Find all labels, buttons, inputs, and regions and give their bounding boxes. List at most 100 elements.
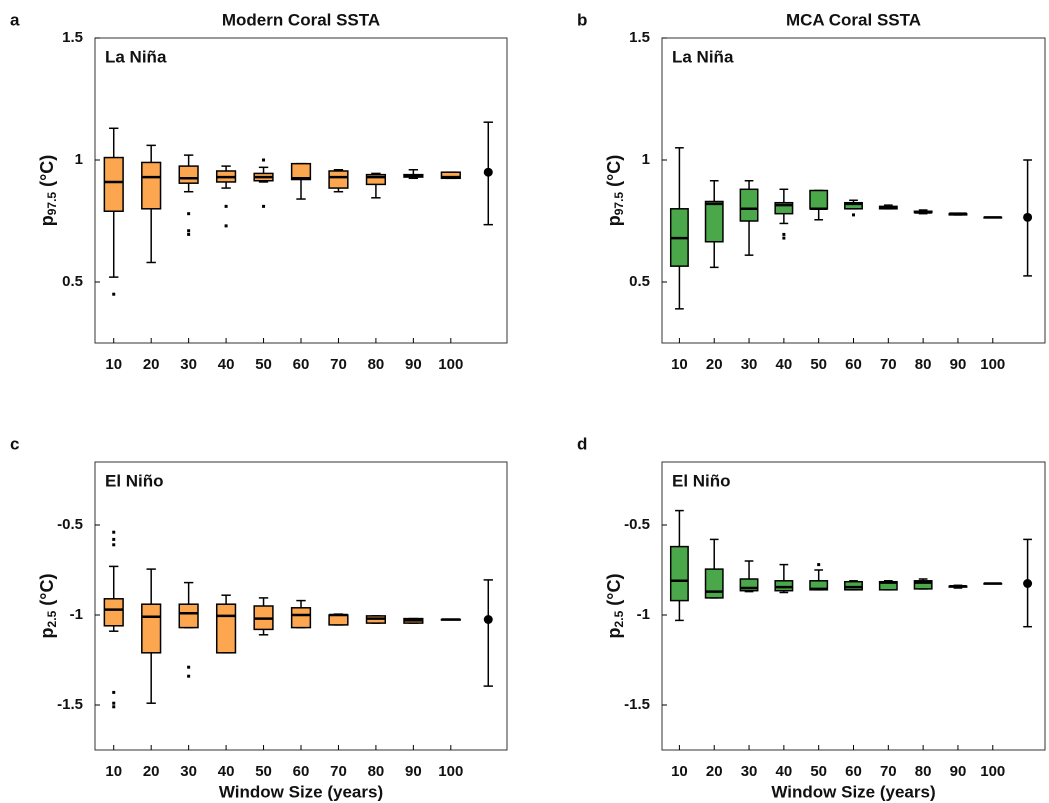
x-tick-label: 40 [776,356,793,373]
y-tick-label: 1.5 [62,29,83,46]
outlier [187,212,191,216]
x-tick-label: 80 [915,356,932,373]
panel-letter: c [10,434,19,453]
y-label-main: p [37,627,57,638]
y-tick-label: -1 [637,606,650,623]
x-tick-label: 80 [368,356,385,373]
y-label-unit: (°C) [604,574,624,611]
x-tick-label: 60 [845,356,862,373]
x-tick-label: 100 [980,356,1005,373]
box [739,188,759,222]
reference-point [1023,212,1033,222]
x-tick-label: 70 [330,763,347,780]
x-tick-label: 30 [741,356,758,373]
outlier [782,236,786,240]
x-tick-label: 10 [105,356,122,373]
x-tick-label: 40 [776,763,793,780]
x-tick-label: 90 [405,763,422,780]
y-label-sub: 97.5 [45,192,59,216]
x-tick-label: 50 [255,356,272,373]
x-tick-label: 70 [880,763,897,780]
y-label-sub: 97.5 [612,192,626,216]
panel-letter: d [577,434,587,453]
x-tick-label: 20 [143,763,160,780]
x-tick-label: 20 [706,763,723,780]
box [141,603,162,654]
box [290,607,312,629]
box [844,580,863,591]
x-tick-label: 40 [218,356,235,373]
y-label-sub: 2.5 [612,610,626,627]
outlier [224,224,228,228]
x-tick-label: 70 [330,356,347,373]
chart-title: Modern Coral SSTA [222,10,380,29]
y-label-main: p [604,627,624,638]
box [365,173,387,186]
annotation: El Niño [105,471,164,490]
reference-point [483,167,493,177]
box [328,170,349,189]
y-axis-label: p97.5 (°C) [37,155,59,227]
y-axis-label: p2.5 (°C) [37,574,59,639]
outlier [112,701,116,705]
box [913,580,933,590]
x-tick-label: 80 [368,763,385,780]
annotation: La Niña [672,47,734,66]
box [178,165,199,184]
x-tick-label: 60 [845,763,862,780]
outlier [782,232,786,236]
x-tick-label: 100 [438,763,463,780]
x-tick-label: 30 [741,763,758,780]
outlier [262,204,266,208]
x-tick-label: 50 [255,763,272,780]
y-axis-label: p2.5 (°C) [604,574,626,639]
box [328,614,349,626]
x-tick-label: 50 [810,763,827,780]
panel-letter: a [10,10,20,29]
y-label-unit: (°C) [37,155,57,192]
y-tick-label: -1.5 [57,696,83,713]
x-tick-label: 90 [950,763,967,780]
x-tick-label: 100 [980,763,1005,780]
x-tick-label: 20 [143,356,160,373]
x-tick-label: 80 [915,763,932,780]
y-label-main: p [37,215,57,226]
outlier [112,690,116,694]
x-tick-label: 20 [706,356,723,373]
x-tick-label: 60 [293,763,310,780]
x-tick-label: 10 [671,763,688,780]
outlier [262,158,266,162]
x-tick-label: 40 [218,763,235,780]
y-tick-label: -1 [70,606,83,623]
y-label-main: p [604,215,624,226]
box [178,603,199,629]
outlier [112,530,116,534]
x-axis-label: Window Size (years) [771,782,935,801]
x-tick-label: 90 [950,356,967,373]
box [704,200,724,243]
y-axis-label: p97.5 (°C) [604,155,626,227]
x-tick-label: 10 [105,763,122,780]
y-tick-label: 1 [642,151,650,168]
y-tick-label: -0.5 [57,516,83,533]
outlier [187,665,191,669]
x-tick-label: 30 [180,356,197,373]
x-tick-label: 60 [293,356,310,373]
x-tick-label: 10 [671,356,688,373]
outlier [852,213,855,217]
outlier [224,204,228,208]
box [669,545,689,602]
plot-frame [661,37,1046,344]
x-tick-label: 70 [880,356,897,373]
reference-point [483,615,493,624]
outlier [187,229,191,233]
outlier [112,537,116,541]
x-tick-label: 30 [180,763,197,780]
outlier [817,563,821,567]
y-label-sub: 2.5 [45,610,59,627]
annotation: La Niña [105,47,167,66]
annotation: El Niño [672,471,731,490]
box [103,598,124,627]
x-tick-label: 50 [810,356,827,373]
